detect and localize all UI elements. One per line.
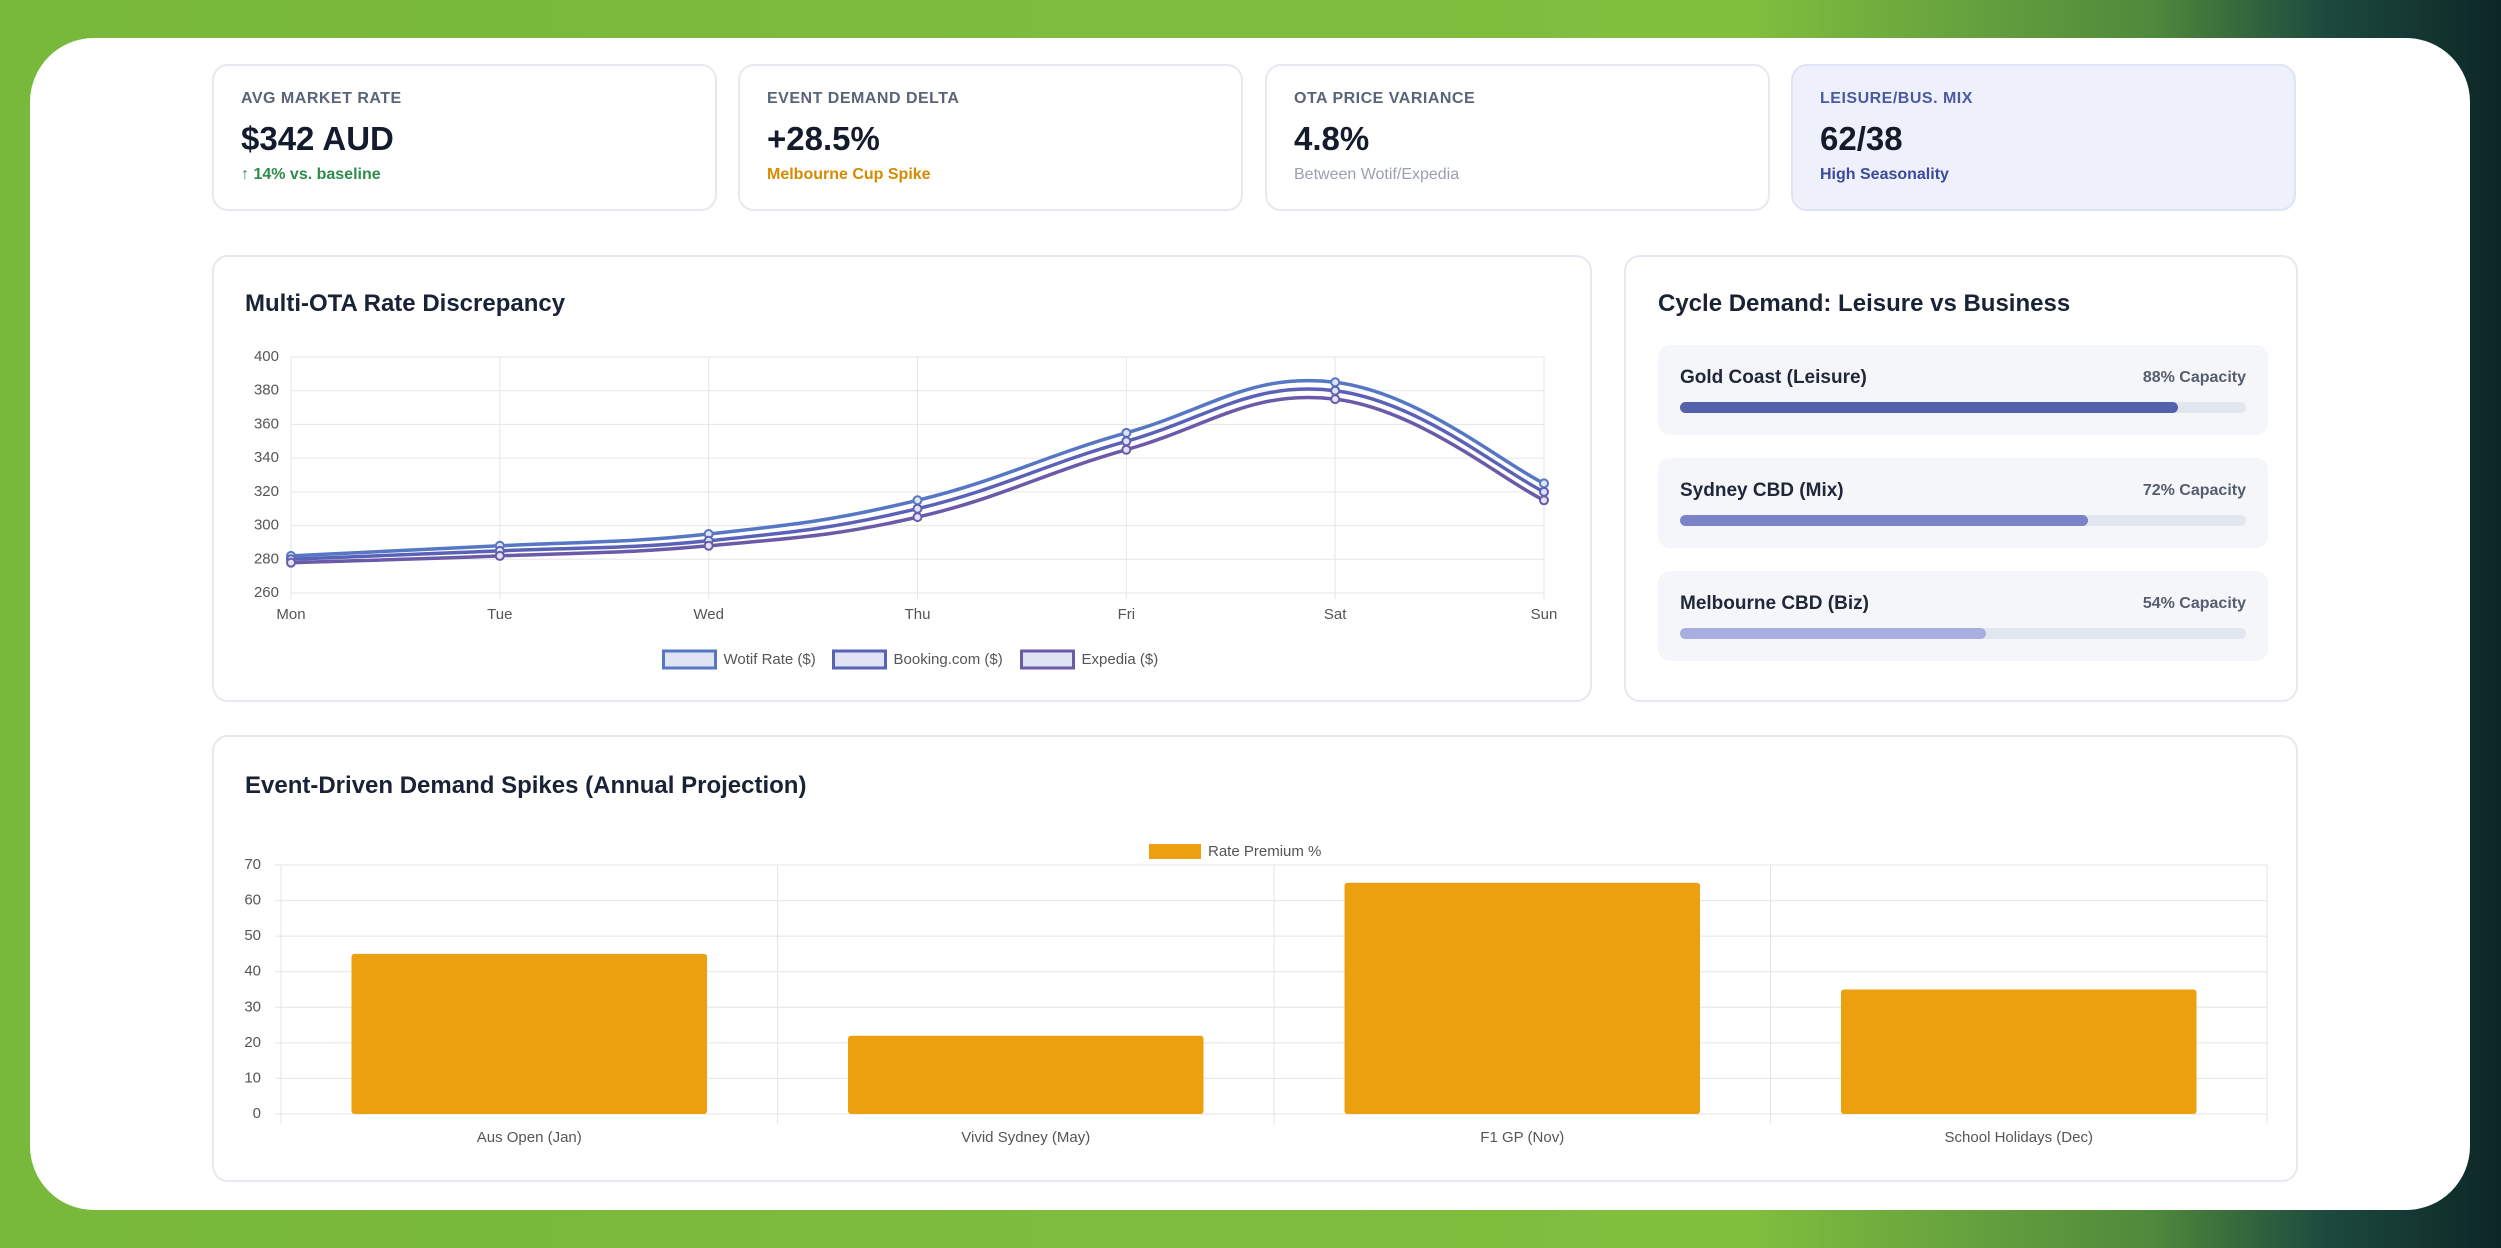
- y-tick-label: 50: [244, 927, 261, 944]
- y-tick-label: 300: [254, 517, 279, 534]
- capacity-row: Melbourne CBD (Biz) 54% Capacity: [1658, 571, 2268, 661]
- capacity-name: Sydney CBD (Mix): [1680, 480, 1844, 501]
- line-chart: 260 280 300 320 340 360 380 400 Mon Tue Wed Thu Fri S…: [254, 348, 1558, 670]
- line-point: [1121, 427, 1132, 438]
- capacity-row: Sydney CBD (Mix) 72% Capacity: [1658, 458, 2268, 548]
- line-point: [703, 540, 714, 551]
- y-tick-label: 360: [254, 415, 279, 432]
- chart-title: Event-Driven Demand Spikes (Annual Proje…: [245, 772, 807, 799]
- line-point: [912, 495, 923, 506]
- legend-swatch: [662, 649, 717, 670]
- x-tick-label: Tue: [487, 606, 512, 623]
- x-tick-label: Vivid Sydney (May): [961, 1129, 1090, 1146]
- capacity-track: [1680, 402, 2246, 413]
- line-point: [1330, 385, 1341, 396]
- bar-chart: 0 10 20 30 40 50 60 70 Aus Open (Jan) Vivid Sydne…: [244, 843, 2268, 1146]
- legend-swatch: [832, 649, 887, 670]
- x-tick-label: Sat: [1324, 606, 1347, 623]
- y-tick-label: 10: [244, 1069, 261, 1086]
- y-tick-label: 30: [244, 998, 261, 1015]
- bar: [1344, 882, 1700, 1114]
- capacity-track: [1680, 515, 2246, 526]
- chart-title: Multi-OTA Rate Discrepancy: [245, 290, 566, 317]
- kpi-label: LEISURE/BUS. MIX: [1820, 90, 1973, 107]
- capacity-bar: [1680, 402, 2179, 413]
- x-tick-label: Sun: [1531, 606, 1558, 623]
- line-point: [1330, 377, 1341, 388]
- legend-label: Rate Premium %: [1208, 843, 1321, 860]
- kpi-note: Melbourne Cup Spike: [767, 166, 931, 183]
- capacity-label: 54% Capacity: [2142, 595, 2246, 612]
- kpi-value: 4.8%: [1294, 120, 1370, 157]
- chart-title: Cycle Demand: Leisure vs Business: [1658, 290, 2071, 317]
- x-tick-label: F1 GP (Nov): [1480, 1129, 1564, 1146]
- x-tick-label: Fri: [1118, 606, 1136, 623]
- x-tick-label: School Holidays (Dec): [1945, 1129, 2093, 1146]
- legend-label: Expedia ($): [1082, 651, 1159, 668]
- capacity-bar: [1680, 628, 1986, 639]
- x-tick-label: Thu: [905, 606, 931, 623]
- x-tick-label: Wed: [693, 606, 724, 623]
- line-point: [1121, 436, 1132, 447]
- line-point: [912, 503, 923, 514]
- y-tick-label: 260: [254, 584, 279, 601]
- line-point: [1539, 495, 1549, 506]
- kpi-card: LEISURE/BUS. MIX 62/38 High Seasonality: [1791, 64, 2296, 211]
- x-tick-label: Aus Open (Jan): [477, 1129, 582, 1146]
- y-tick-label: 380: [254, 382, 279, 399]
- line-point: [494, 550, 505, 561]
- kpi-card: EVENT DEMAND DELTA +28.5% Melbourne Cup Sp…: [738, 64, 1243, 211]
- kpi-note: Between Wotif/Expedia: [1294, 166, 1460, 183]
- bar: [848, 1035, 1204, 1114]
- legend-swatch: [1149, 844, 1201, 859]
- y-tick-label: 60: [244, 892, 261, 909]
- y-tick-label: 340: [254, 449, 279, 466]
- legend-label: Wotif Rate ($): [724, 651, 816, 668]
- capacity-row: Gold Coast (Leisure) 88% Capacity: [1658, 345, 2268, 435]
- kpi-note: High Seasonality: [1820, 166, 1949, 183]
- legend-label: Booking.com ($): [894, 651, 1003, 668]
- y-tick-label: 20: [244, 1034, 261, 1051]
- kpi-label: EVENT DEMAND DELTA: [767, 90, 960, 107]
- kpi-label: AVG MARKET RATE: [241, 90, 402, 107]
- kpi-card: AVG MARKET RATE $342 AUD ↑ 14% vs. baselin…: [212, 64, 717, 211]
- line-point: [1539, 486, 1549, 497]
- capacity-label: 88% Capacity: [2142, 369, 2246, 386]
- chart-card: Cycle Demand: Leisure vs Business Gold Co…: [1624, 255, 2298, 702]
- y-tick-label: 320: [254, 483, 279, 500]
- kpi-value: $342 AUD: [241, 120, 394, 157]
- kpi-value: +28.5%: [767, 120, 880, 157]
- line-point: [1330, 394, 1341, 405]
- y-tick-label: 280: [254, 550, 279, 567]
- y-tick-label: 40: [244, 963, 261, 980]
- line-point: [286, 557, 296, 568]
- capacity-name: Gold Coast (Leisure): [1680, 367, 1867, 388]
- y-tick-label: 70: [244, 856, 261, 873]
- kpi-note: ↑ 14% vs. baseline: [241, 166, 381, 183]
- bar: [351, 953, 707, 1114]
- x-tick-label: Mon: [276, 606, 305, 623]
- kpi-value: 62/38: [1820, 120, 1903, 157]
- kpi-label: OTA PRICE VARIANCE: [1294, 90, 1476, 107]
- kpi-card: OTA PRICE VARIANCE 4.8% Between Wotif/Expe…: [1265, 64, 1770, 211]
- y-tick-label: 400: [254, 348, 279, 365]
- line-point: [1121, 444, 1132, 455]
- legend-swatch: [1020, 649, 1075, 670]
- line-point: [1539, 478, 1549, 489]
- chart-card: Multi-OTA Rate Discrepancy 260 280 300 320 34…: [212, 255, 1592, 702]
- capacity-label: 72% Capacity: [2142, 482, 2246, 499]
- y-tick-label: 0: [253, 1105, 261, 1122]
- capacity-bar: [1680, 515, 2088, 526]
- capacity-name: Melbourne CBD (Biz): [1680, 593, 1869, 614]
- capacity-track: [1680, 628, 2246, 639]
- bar: [1841, 989, 2197, 1114]
- line-point: [912, 512, 923, 523]
- chart-card: Event-Driven Demand Spikes (Annual Proje…: [212, 735, 2298, 1182]
